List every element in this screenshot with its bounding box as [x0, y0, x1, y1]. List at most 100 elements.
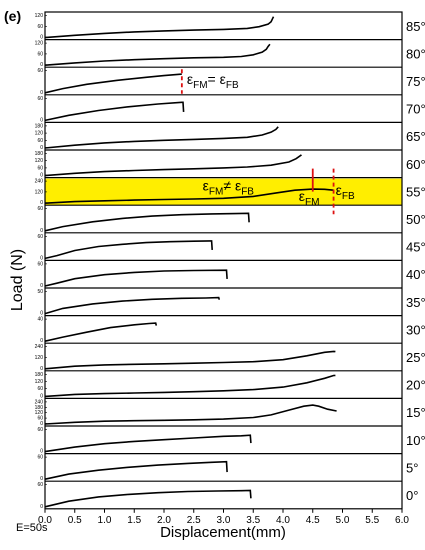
x-tick-label: 4.0 — [276, 515, 290, 526]
y-tick-label: 60 — [37, 261, 43, 267]
y-tick-label: 0 — [40, 393, 43, 399]
y-tick-label: 240 — [35, 344, 44, 350]
y-tick-label: 60 — [37, 51, 43, 57]
y-tick-label: 0 — [40, 476, 43, 482]
angle-label: 65° — [406, 129, 425, 144]
series-line — [44, 434, 252, 453]
y-tick-label: 60 — [37, 482, 43, 488]
y-tick-label: 180 — [35, 123, 44, 129]
x-tick-label: 3.5 — [246, 515, 260, 526]
y-tick-label: 120 — [35, 131, 44, 137]
series-line — [44, 16, 275, 39]
y-tick-label: 0 — [40, 62, 43, 68]
angle-label: 10° — [406, 433, 425, 448]
y-tick-label: 60 — [37, 455, 43, 461]
y-tick-label: 60 — [37, 165, 43, 171]
x-axis-title: Displacement(mm) — [160, 524, 286, 541]
y-tick-label: 120 — [35, 355, 44, 361]
panel-0: 120 60 0 85° — [35, 13, 425, 41]
series-line — [44, 350, 336, 370]
series-line — [44, 296, 221, 315]
panel-10: 50 0 35° — [37, 289, 425, 317]
y-tick-label: 120 — [35, 189, 44, 195]
footnote: E=50s — [16, 522, 48, 534]
panel-9: 60 0 40° — [37, 261, 425, 289]
y-tick-label: 60 — [37, 138, 43, 144]
series-line — [44, 460, 228, 480]
x-tick-label: 6.0 — [395, 515, 409, 526]
x-tick-label: 3.0 — [217, 515, 231, 526]
y-tick-label: 0 — [40, 504, 43, 510]
angle-label: 75° — [406, 74, 425, 89]
y-tick-label: 240 — [35, 179, 44, 185]
panel-15: 60 0 10° — [37, 427, 425, 455]
panel-16: 60 0 5° — [37, 455, 418, 483]
y-tick-label: 120 — [35, 41, 44, 47]
angle-label: 0° — [406, 488, 418, 503]
angle-label: 40° — [406, 267, 425, 282]
angle-label: 15° — [406, 405, 425, 420]
panel-3: 60 0 70° — [37, 96, 425, 124]
x-tick-label: 1.5 — [127, 515, 141, 526]
panel-label: (e) — [4, 8, 21, 24]
y-tick-label: 120 — [35, 13, 44, 19]
y-tick-label: 60 — [37, 206, 43, 212]
y-tick-label: 0 — [40, 366, 43, 372]
angle-label: 5° — [406, 460, 418, 475]
panel-2: 60 0 75° — [37, 68, 425, 96]
x-axis: 0.0 0.5 1.0 1.5 2.0 2.5 3.0 3.5 4.0 4.5 5.0 5.5 6.0 — [38, 508, 409, 526]
y-tick-label: 50 — [37, 289, 43, 295]
y-tick-label: 40 — [37, 317, 43, 323]
x-tick-label: 0.5 — [68, 515, 82, 526]
y-tick-label: 0 — [40, 338, 43, 344]
y-tick-label: 180 — [35, 151, 44, 157]
x-tick-label: 2.5 — [187, 515, 201, 526]
strain-equal-annotation: εFM= εFB — [187, 71, 239, 91]
y-tick-label: 0 — [40, 35, 43, 41]
y-tick-label: 0 — [40, 421, 43, 427]
y-tick-label: 60 — [37, 427, 43, 433]
y-tick-label: 60 — [37, 68, 43, 74]
series-line — [44, 489, 252, 508]
angle-label: 70° — [406, 102, 425, 117]
angle-label: 45° — [406, 240, 425, 255]
panel-17: 60 0 0° — [37, 482, 418, 510]
y-tick-label: 0 — [40, 228, 43, 234]
angle-label: 50° — [406, 212, 425, 227]
series-line — [44, 73, 182, 94]
y-tick-label: 0 — [40, 449, 43, 455]
series-line — [44, 126, 279, 149]
y-tick-label: 120 — [35, 410, 44, 416]
series-line — [44, 101, 185, 122]
y-tick-label: 60 — [37, 24, 43, 30]
strain-fb-label: εFB — [336, 182, 355, 202]
y-tick-label: 0 — [40, 117, 43, 123]
x-tick-label: 5.0 — [336, 515, 350, 526]
y-tick-label: 120 — [35, 379, 44, 385]
angle-label: 60° — [406, 157, 425, 172]
x-tick-label: 4.5 — [306, 515, 320, 526]
panel-1: 120 60 0 80° — [35, 41, 425, 69]
angle-label: 35° — [406, 295, 425, 310]
y-tick-label: 180 — [35, 405, 44, 411]
angle-label: 30° — [406, 322, 425, 337]
series-line — [44, 154, 303, 177]
series-line — [44, 212, 250, 232]
y-tick-label: 0 — [40, 145, 43, 151]
y-tick-label: 60 — [37, 416, 43, 422]
angle-label: 25° — [406, 350, 425, 365]
angle-label: 85° — [406, 19, 425, 34]
series-line — [44, 404, 337, 425]
y-tick-label: 60 — [37, 96, 43, 102]
y-tick-label: 0 — [40, 90, 43, 96]
x-tick-label: 5.5 — [365, 515, 379, 526]
y-tick-label: 60 — [37, 386, 43, 392]
series-line — [44, 322, 158, 342]
y-tick-label: 0 — [40, 311, 43, 317]
series-line — [44, 269, 228, 287]
panel-7: 60 0 50° — [37, 206, 425, 234]
